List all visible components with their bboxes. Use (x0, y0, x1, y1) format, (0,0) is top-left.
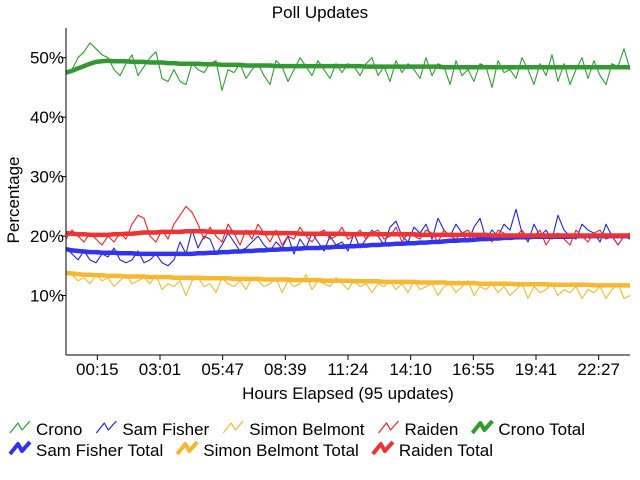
legend-swatch-simon-belmont (222, 420, 244, 434)
legend-swatch-raiden (378, 420, 399, 434)
y-tick-label: 30% (30, 168, 64, 187)
legend-label-simon-belmont: Simon Belmont (249, 420, 365, 439)
legend-label-simon-belmont-total: Simon Belmont Total (203, 441, 359, 460)
x-tick-label: 16:55 (452, 360, 495, 379)
legend-swatch-raiden-total (371, 440, 395, 456)
legend: Crono Sam Fisher Simon Belmont Raiden Crono … (8, 419, 585, 460)
x-tick-label: 14:10 (389, 360, 432, 379)
series-line-sam-fisher (65, 208, 631, 267)
series-line-simon-belmont (65, 271, 631, 300)
x-axis-ticks: 00:15 03:01 05:47 08:39 11:24 14:10 16:55 19:41… (76, 355, 620, 379)
x-tick-label: 22:27 (577, 360, 620, 379)
series-line-simon-belmont-total (65, 270, 630, 288)
legend-swatch-sam-fisher (95, 420, 117, 434)
legend-swatch-crono (9, 420, 31, 434)
x-tick-label: 05:47 (201, 360, 244, 379)
y-tick-label: 20% (30, 227, 64, 246)
series-line-crono (65, 42, 631, 91)
chart-title: Poll Updates (272, 3, 368, 22)
x-tick-label: 03:01 (139, 360, 182, 379)
y-tick-label: 50% (30, 49, 64, 68)
y-axis-ticks: 10% 20% 30% 40% 50% (30, 49, 66, 306)
legend-swatch-crono-total (470, 419, 494, 435)
legend-label-crono: Crono (36, 420, 82, 439)
legend-label-sam-fisher-total: Sam Fisher Total (36, 441, 163, 460)
y-tick-label: 40% (30, 108, 64, 127)
legend-label-raiden-total: Raiden Total (399, 441, 493, 460)
legend-swatch-sam-fisher-total (8, 440, 32, 456)
legend-swatch-simon-belmont-total (175, 440, 199, 456)
x-axis-label: Hours Elapsed (95 updates) (242, 384, 454, 403)
series-line-raiden (65, 205, 631, 246)
legend-label-sam-fisher: Sam Fisher (122, 420, 209, 439)
y-tick-label: 10% (30, 287, 64, 306)
series-line-crono-total (65, 58, 630, 75)
series-line-raiden-total (65, 229, 630, 238)
x-tick-label: 00:15 (76, 360, 119, 379)
legend-label-crono-total: Crono Total (498, 420, 585, 439)
x-tick-label: 19:41 (515, 360, 558, 379)
plot-series (65, 42, 631, 300)
y-axis-label: Percentage (4, 157, 23, 244)
legend-label-raiden: Raiden (405, 420, 459, 439)
x-tick-label: 08:39 (264, 360, 307, 379)
x-tick-label: 11:24 (327, 360, 368, 379)
